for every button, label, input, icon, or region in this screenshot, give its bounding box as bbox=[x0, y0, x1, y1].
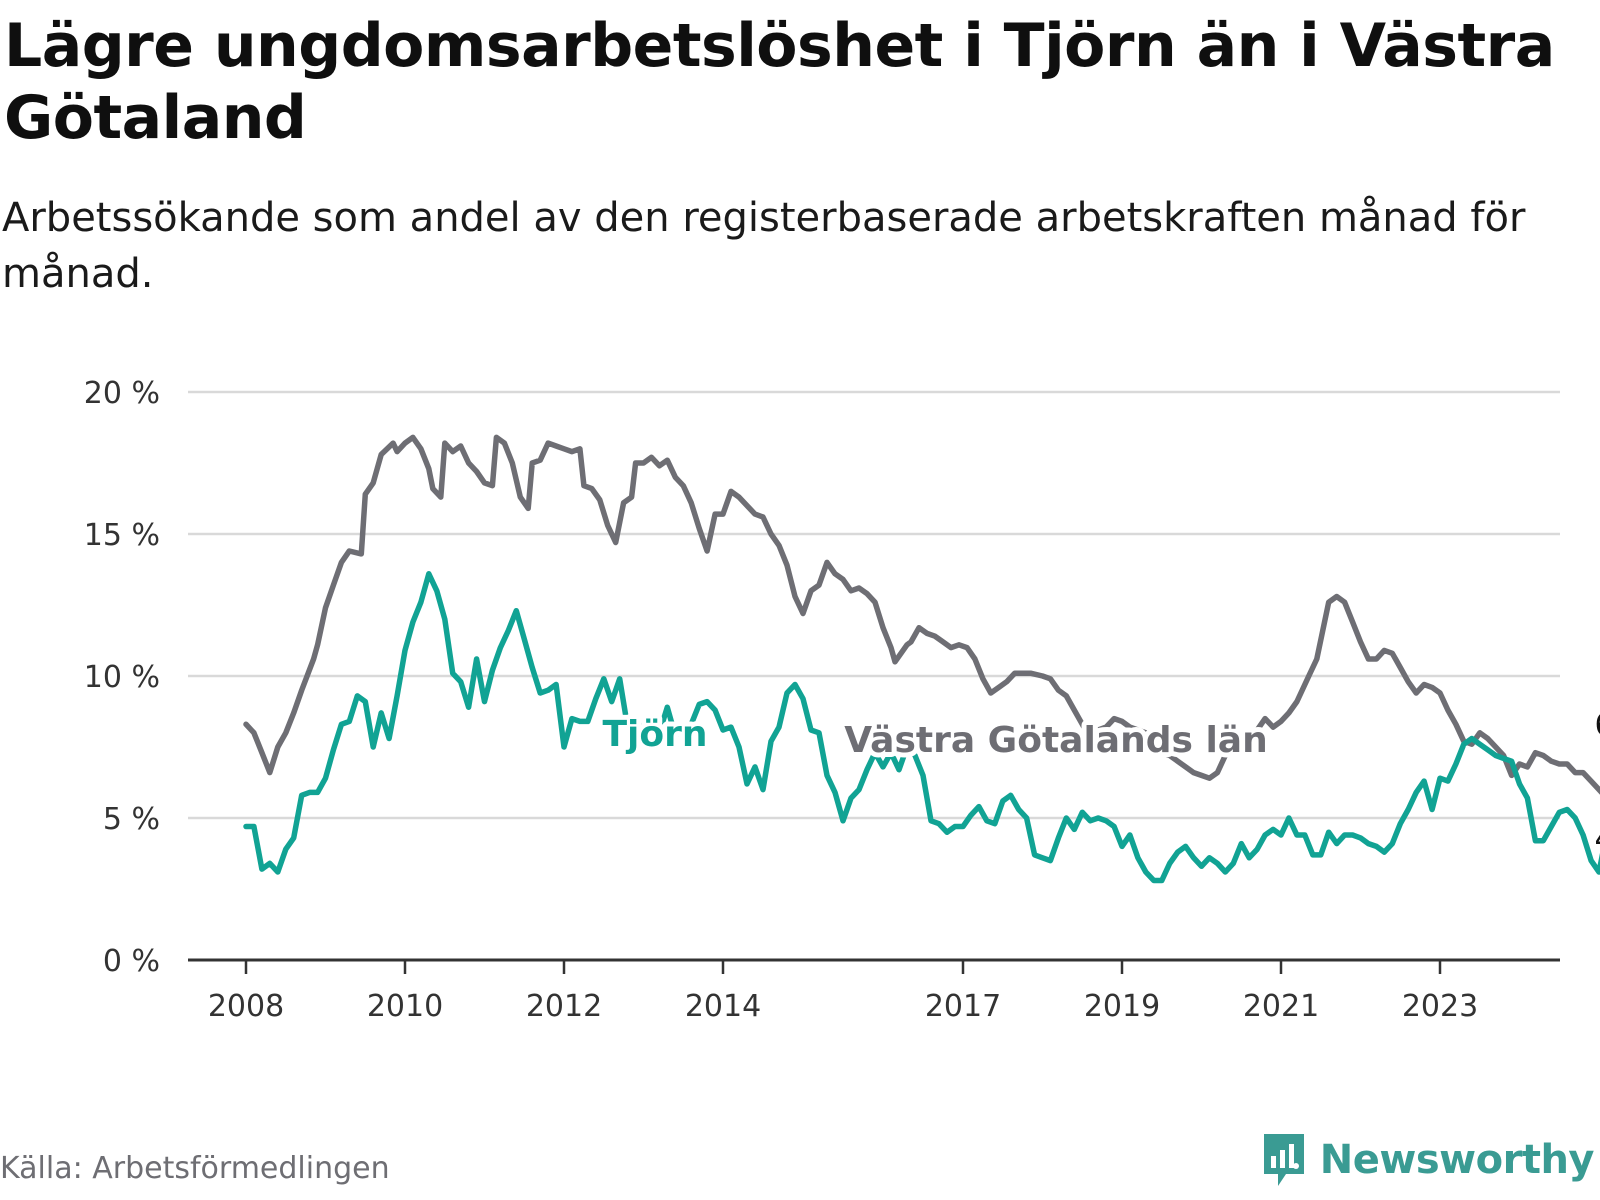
newsworthy-logo-icon bbox=[1263, 1134, 1304, 1186]
brand-name: Newsworthy bbox=[1319, 1137, 1595, 1183]
y-tick-label: 20 % bbox=[84, 376, 160, 411]
x-tick-label: 2019 bbox=[1084, 989, 1160, 1024]
end-label-vastra-gotaland: 6,8 % bbox=[1594, 707, 1600, 743]
series-labels: 6,8 % 4,8 % Tjörn Västra Götalands län bbox=[597, 704, 1600, 861]
annotation-tjorn: Tjörn bbox=[602, 714, 707, 755]
series-lines bbox=[243, 434, 1600, 884]
line-chart: 0 %5 %10 %15 %20 % 2008 2010 2012 2014 2017 2… bbox=[84, 376, 1600, 1024]
brand-logo[interactable]: Newsworthy bbox=[1260, 1130, 1595, 1190]
chart-title: Lägre ungdomsarbetslöshet i Tjörn än i V… bbox=[4, 11, 1555, 153]
x-tick-label: 2008 bbox=[208, 989, 284, 1024]
x-tick-label: 2023 bbox=[1402, 989, 1478, 1024]
x-tick-label: 2014 bbox=[685, 989, 761, 1024]
y-axis: 0 % 5 % 10 % 15 % 20 % bbox=[84, 376, 160, 979]
x-tick-label: 2012 bbox=[526, 989, 602, 1024]
end-label-tjorn: 4,8 % bbox=[1594, 821, 1600, 857]
y-tick-label: 15 % bbox=[84, 518, 160, 553]
y-tick-label: 5 % bbox=[103, 802, 160, 837]
y-tick-label: 0 % bbox=[103, 944, 160, 979]
series-line-tjorn bbox=[243, 571, 1600, 884]
x-tick-label: 2010 bbox=[367, 989, 443, 1024]
x-tick-label: 2021 bbox=[1243, 989, 1319, 1024]
x-tick-label: 2017 bbox=[925, 989, 1001, 1024]
annotation-vastra-gotaland: Västra Götalands län bbox=[844, 720, 1267, 761]
x-axis: 2008 2010 2012 2014 2017 2019 2021 2023 bbox=[188, 958, 1560, 1024]
chart-subtitle: Arbetssökande som andel av den registerb… bbox=[2, 195, 1526, 297]
source-note: Källa: Arbetsförmedlingen bbox=[0, 1151, 390, 1186]
series-line-vastra-gotaland bbox=[243, 434, 1600, 795]
y-tick-label: 10 % bbox=[84, 660, 160, 695]
grid-lines bbox=[188, 390, 1560, 820]
